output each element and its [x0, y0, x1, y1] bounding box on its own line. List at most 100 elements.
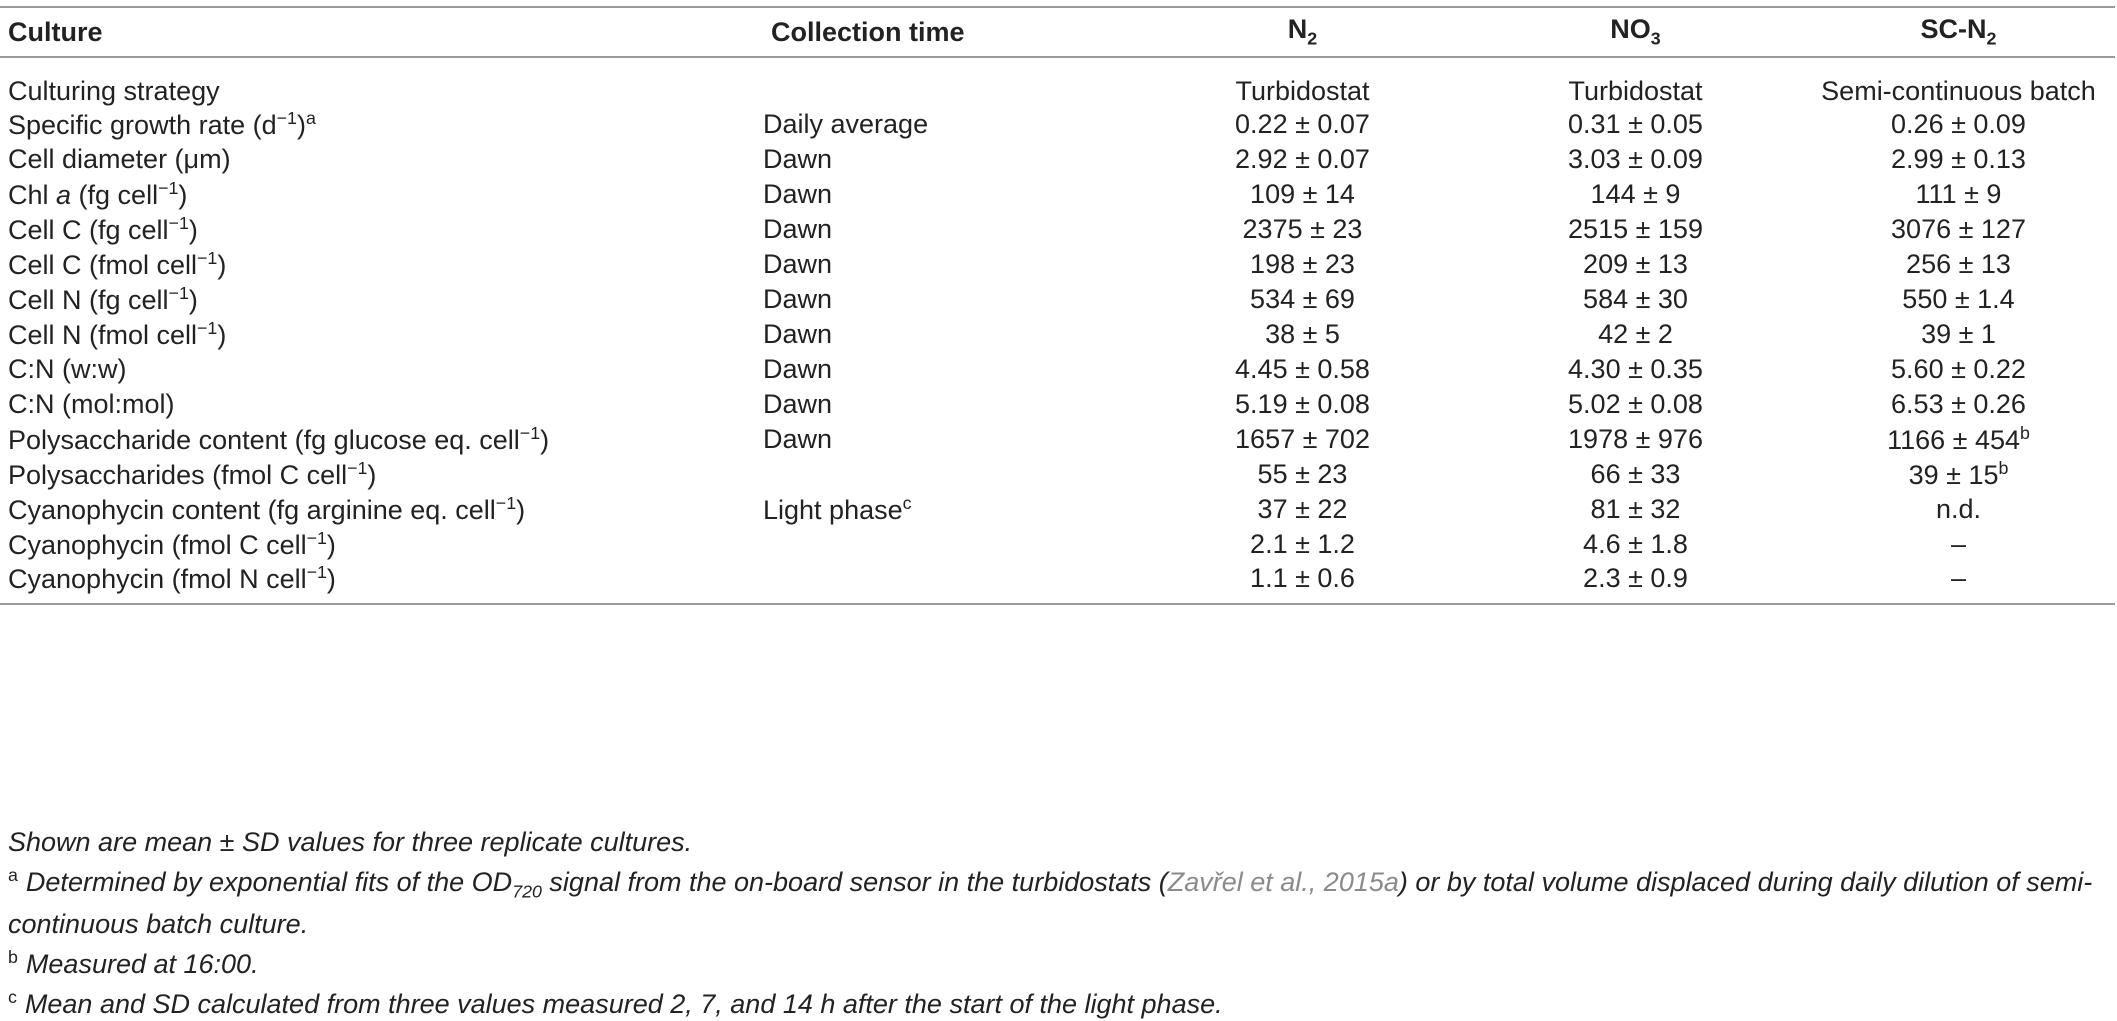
row-n2-value: 0.22 ± 0.07: [1235, 109, 1370, 139]
row-scn2-value: 39 ± 1: [1921, 319, 1996, 349]
row-time: Dawn: [763, 389, 833, 419]
row-n2-value: 1657 ± 702: [1235, 424, 1370, 454]
table-row: C:N (w:w) Dawn 4.45 ± 0.58 4.30 ± 0.35 5…: [0, 352, 2115, 387]
row-no3-value: 4.30 ± 0.35: [1568, 354, 1703, 384]
table-row: Cyanophycin (fmol C cell−1) 2.1 ± 1.2 4.…: [0, 527, 2115, 562]
row-n2-value: 109 ± 14: [1250, 179, 1355, 209]
row-label: Cell N (fmol cell−1): [8, 318, 227, 350]
row-n2-value: 38 ± 5: [1265, 319, 1340, 349]
row-n2-value: 55 ± 23: [1257, 459, 1348, 489]
footnote-c: c Mean and SD calculated from three value…: [8, 987, 1223, 1020]
row-scn2-value: 1166 ± 454b: [1887, 423, 2030, 455]
row-no3-value: 584 ± 30: [1583, 284, 1688, 314]
row-label: Polysaccharide content (fg glucose eq. c…: [8, 423, 550, 455]
row-time: Dawn: [763, 179, 833, 209]
row-no3-value: 209 ± 13: [1583, 249, 1688, 279]
row-label: Polysaccharides (fmol C cell−1): [8, 458, 377, 490]
row-scn2-value: 111 ± 9: [1915, 179, 2002, 209]
row-no3-value: 144 ± 9: [1590, 179, 1681, 209]
row-label: C:N (mol:mol): [8, 389, 175, 419]
row-scn2-value: –: [1950, 529, 1967, 559]
row-n2-value: 5.19 ± 0.08: [1235, 389, 1370, 419]
header-culture: Culture: [0, 6, 763, 58]
row-label: Cell N (fg cell−1): [8, 283, 198, 315]
row-time: Dawn: [763, 144, 833, 174]
row-time: [763, 527, 1136, 562]
row-scn2-value: 6.53 ± 0.26: [1891, 389, 2026, 419]
row-scn2-value: –: [1802, 562, 2115, 605]
row-n2-value: 2.1 ± 1.2: [1250, 529, 1355, 559]
citation-link[interactable]: Zavřel et al., 2015a: [1167, 867, 1399, 897]
table-row: Cell C (fg cell−1) Dawn 2375 ± 23 2515 ±…: [0, 212, 2115, 247]
row-scn2-value: 5.60 ± 0.22: [1891, 354, 2026, 384]
row-label: Specific growth rate (d−1)a: [8, 108, 316, 140]
table-row: Polysaccharide content (fg glucose eq. c…: [0, 422, 2115, 457]
table-row: Cell N (fg cell−1) Dawn 534 ± 69 584 ± 3…: [0, 282, 2115, 317]
row-no3-value: 81 ± 32: [1590, 494, 1681, 524]
footnote-general: Shown are mean ± SD values for three rep…: [8, 827, 693, 857]
table-row: Cell N (fmol cell−1) Dawn 38 ± 5 42 ± 2 …: [0, 317, 2115, 352]
row-no3-value: 2515 ± 159: [1568, 214, 1703, 244]
row-n2-value: 1.1 ± 0.6: [1136, 562, 1469, 605]
table-row: Chl a (fg cell−1) Dawn 109 ± 14 144 ± 9 …: [0, 177, 2115, 212]
row-no3-value: 5.02 ± 0.08: [1568, 389, 1703, 419]
table-row: Polysaccharides (fmol C cell−1) 55 ± 23 …: [0, 457, 2115, 492]
row-n2-value: 2.92 ± 0.07: [1235, 144, 1370, 174]
table-header-row: Culture Collection time N2 NO3 SC-N2: [0, 6, 2115, 58]
row-n2-value: 4.45 ± 0.58: [1235, 354, 1370, 384]
row-no3-value: 42 ± 2: [1598, 319, 1673, 349]
row-no3-value: 2.3 ± 0.9: [1469, 562, 1802, 605]
row-label: Cell diameter (μm): [8, 144, 231, 174]
row-time: Dawn: [763, 354, 833, 384]
row-time: Dawn: [763, 284, 833, 314]
table-row: C:N (mol:mol) Dawn 5.19 ± 0.08 5.02 ± 0.…: [0, 387, 2115, 422]
table-row: Culturing strategy Turbidostat Turbidost…: [0, 57, 2115, 107]
row-scn2-value: 3076 ± 127: [1891, 214, 2026, 244]
row-scn2-value: 2.99 ± 0.13: [1891, 144, 2026, 174]
row-time: Dawn: [763, 249, 833, 279]
row-scn2-value: Semi-continuous batch: [1821, 76, 2096, 106]
row-no3-value: 66 ± 33: [1590, 459, 1681, 489]
row-label: Cyanophycin (fmol N cell−1): [0, 562, 763, 605]
row-label: Cell C (fg cell−1): [8, 213, 198, 245]
row-time: [763, 562, 1136, 605]
table-row: Cell diameter (μm) Dawn 2.92 ± 0.07 3.03…: [0, 142, 2115, 177]
row-n2-value: 37 ± 22: [1257, 494, 1348, 524]
header-scn2: SC-N2: [1802, 6, 2115, 58]
row-time: Daily average: [763, 109, 929, 139]
row-no3-value: Turbidostat: [1568, 76, 1703, 106]
row-scn2-value: 550 ± 1.4: [1902, 284, 2015, 314]
row-no3-value: 1978 ± 976: [1568, 424, 1703, 454]
row-label: Culturing strategy: [8, 76, 220, 106]
row-scn2-value: n.d.: [1935, 494, 1982, 524]
table-row: Specific growth rate (d−1)a Daily averag…: [0, 107, 2115, 142]
row-time: Dawn: [763, 424, 833, 454]
row-no3-value: 3.03 ± 0.09: [1568, 144, 1703, 174]
table-row: Cyanophycin content (fg arginine eq. cel…: [0, 492, 2115, 527]
row-time: Light phasec: [763, 493, 912, 525]
table-row: Cyanophycin (fmol N cell−1) 1.1 ± 0.6 2.…: [0, 562, 2115, 605]
header-collection-time: Collection time: [763, 6, 1136, 58]
row-label: Cyanophycin content (fg arginine eq. cel…: [8, 493, 526, 525]
row-time: Dawn: [763, 214, 833, 244]
row-label: Chl a (fg cell−1): [8, 178, 188, 210]
row-n2-value: Turbidostat: [1235, 76, 1370, 106]
row-label: Cell C (fmol cell−1): [8, 248, 227, 280]
row-n2-value: 2375 ± 23: [1242, 214, 1363, 244]
row-time: [763, 457, 1136, 492]
footnote-a: a Determined by exponential fits of the O…: [8, 865, 2093, 940]
row-time: Dawn: [763, 319, 833, 349]
header-n2: N2: [1136, 6, 1469, 58]
table-footnotes: Shown are mean ± SD values for three rep…: [8, 826, 2108, 1021]
footnote-b: b Measured at 16:00.: [8, 947, 259, 980]
row-n2-value: 198 ± 23: [1250, 249, 1355, 279]
results-table: Culture Collection time N2 NO3 SC-N2 Cul…: [0, 6, 2115, 605]
row-no3-value: 0.31 ± 0.05: [1568, 109, 1703, 139]
row-no3-value: 4.6 ± 1.8: [1583, 529, 1688, 559]
row-scn2-value: 256 ± 13: [1906, 249, 2011, 279]
table-row: Cell C (fmol cell−1) Dawn 198 ± 23 209 ±…: [0, 247, 2115, 282]
row-n2-value: 534 ± 69: [1250, 284, 1355, 314]
row-label: Cyanophycin (fmol C cell−1): [8, 528, 336, 560]
row-scn2-value: 0.26 ± 0.09: [1891, 109, 2026, 139]
